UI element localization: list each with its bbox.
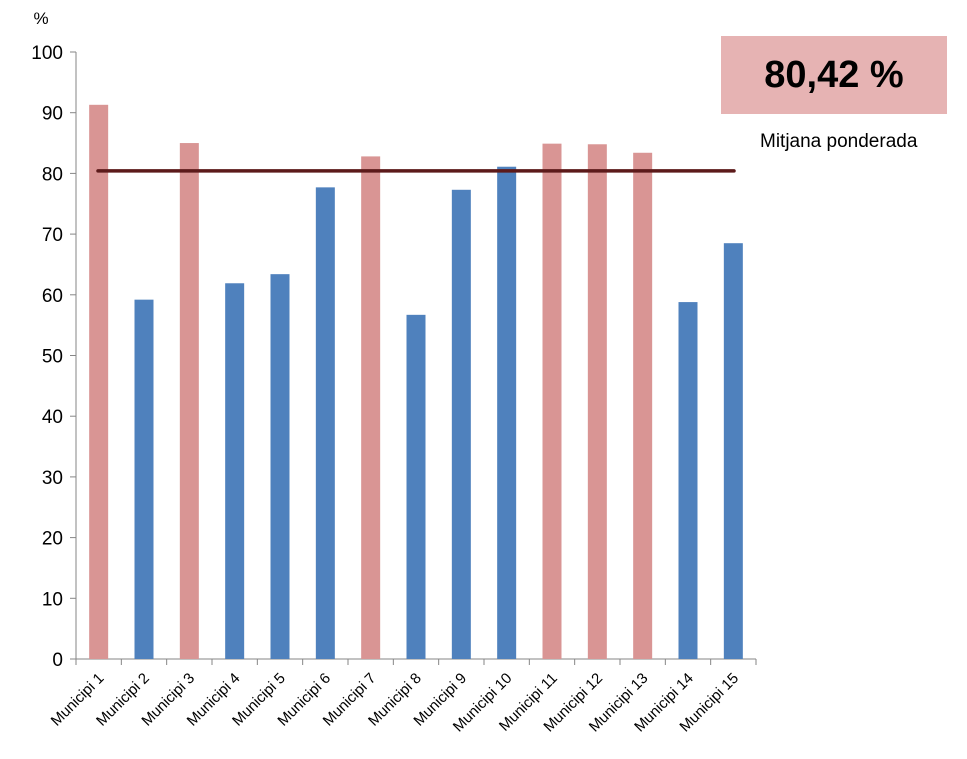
bar-4 [225, 283, 245, 659]
bar-13 [633, 152, 653, 659]
bar-14 [678, 302, 698, 659]
y-tick-label-50: 50 [42, 347, 63, 368]
y-tick-label-60: 60 [42, 286, 63, 307]
y-tick-label-10: 10 [42, 589, 63, 610]
average-value: 80,42 % [764, 53, 904, 96]
bar-1 [89, 104, 109, 659]
bar-7 [361, 156, 381, 660]
bar-2 [134, 299, 154, 659]
bar-6 [315, 187, 335, 659]
bar-9 [451, 189, 471, 659]
bar-3 [179, 143, 199, 660]
y-tick-label-40: 40 [42, 407, 63, 428]
y-tick-label-0: 0 [52, 650, 63, 671]
average-value-box: 80,42 % [721, 36, 947, 114]
average-caption: Mitjana ponderada [760, 131, 918, 152]
y-tick-label-70: 70 [42, 225, 63, 246]
bar-5 [270, 274, 290, 659]
y-tick-label-100: 100 [31, 43, 63, 64]
y-tick-label-20: 20 [42, 529, 63, 550]
bar-11 [542, 143, 562, 660]
bar-15 [723, 243, 743, 659]
y-axis-unit-label: % [33, 9, 48, 28]
bar-12 [587, 144, 607, 659]
y-tick-label-30: 30 [42, 468, 63, 489]
y-tick-label-90: 90 [42, 104, 63, 125]
bar-8 [406, 314, 426, 659]
bar-10 [497, 166, 517, 659]
y-tick-label-80: 80 [42, 164, 63, 185]
